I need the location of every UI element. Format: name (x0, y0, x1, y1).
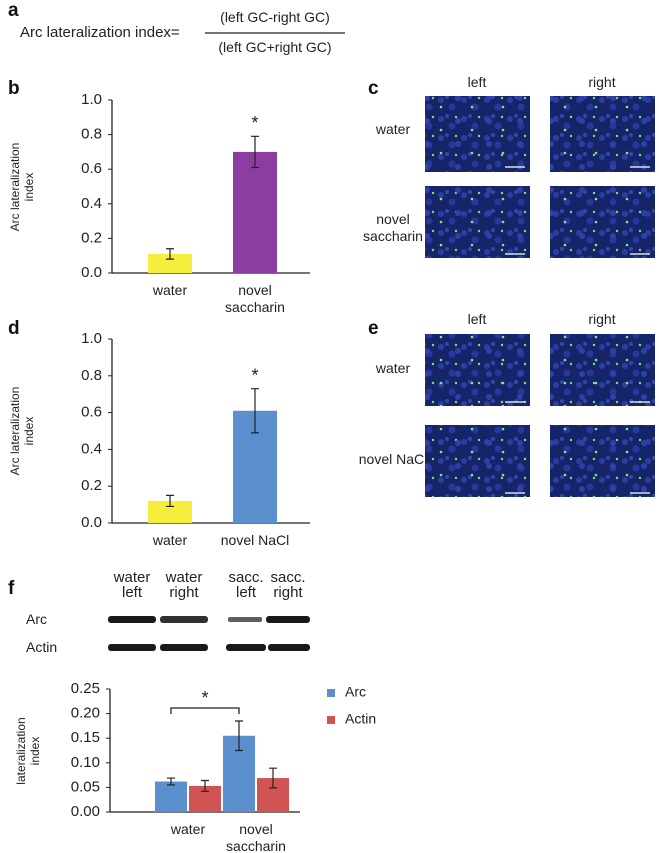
legend-swatch (327, 716, 335, 724)
panel-label: b (8, 78, 20, 99)
x-tick-label: water (152, 282, 188, 298)
error-bar (251, 135, 259, 169)
blot-row-label: Arc (26, 611, 47, 627)
bar (233, 151, 277, 273)
micrograph (550, 186, 655, 258)
formula-lhs: Arc lateralization index= (20, 24, 180, 41)
y-tick-label: 0.0 (81, 514, 102, 531)
x-tick-label: novel saccharin (226, 821, 286, 853)
error-bar (167, 777, 175, 786)
blot-column-label: water right (165, 569, 203, 601)
bar (148, 253, 192, 273)
significance-marker: * (251, 365, 258, 385)
y-tick-label: 0.4 (81, 195, 102, 212)
y-tick-label: 0.8 (81, 126, 102, 143)
y-axis-label: Arc lateralization index (8, 142, 36, 231)
y-tick-label: 1.0 (81, 91, 102, 108)
formula-denominator: (left GC+right GC) (218, 39, 332, 55)
micrograph (425, 96, 530, 172)
y-tick-label: 0.0 (81, 264, 102, 281)
x-tick-label: water (152, 532, 188, 548)
blot-band (226, 644, 266, 651)
y-axis-label: Arc lateralization index (8, 386, 36, 476)
x-tick-label: novel NaCl (220, 532, 290, 548)
y-tick-label: 0.05 (71, 778, 100, 795)
micrograph (550, 334, 655, 406)
panel-label: d (8, 318, 20, 339)
significance-marker: * (201, 688, 208, 708)
image-row-label: novel NaCl (358, 451, 428, 467)
micrograph (425, 334, 530, 406)
y-axis-label: lateralization index (14, 716, 42, 785)
error-bar (235, 720, 243, 752)
micrograph (425, 186, 530, 258)
western-blot (108, 616, 310, 651)
y-tick-label: 0.4 (81, 440, 102, 457)
panel-label: e (368, 318, 379, 339)
x-tick-label: novel saccharin (225, 282, 285, 315)
y-tick-label: 0.8 (81, 367, 102, 384)
blot-column-label: sacc. left (228, 569, 264, 601)
image-column-label: left (467, 74, 487, 90)
micrograph (425, 425, 530, 497)
legend-label: Actin (345, 711, 376, 727)
image-column-label: right (588, 74, 616, 90)
micrograph (550, 425, 655, 497)
y-tick-label: 0.6 (81, 160, 102, 177)
y-tick-label: 0.20 (71, 705, 100, 722)
image-column-label: right (588, 311, 616, 327)
image-column-label: left (467, 311, 487, 327)
image-row-label: water (375, 121, 411, 137)
blot-band (228, 617, 262, 622)
y-tick-label: 0.2 (81, 229, 102, 246)
y-tick-label: 0.15 (71, 729, 100, 746)
error-bar (166, 248, 174, 260)
error-bar (201, 779, 209, 792)
blot-row-label: Actin (26, 639, 58, 655)
legend-label: Arc (345, 684, 366, 700)
blot-band (160, 616, 208, 623)
y-tick-label: 0.2 (81, 477, 102, 494)
blot-band (268, 644, 310, 651)
image-row-label: novel saccharin (363, 211, 423, 244)
y-tick-label: 0.10 (71, 754, 100, 771)
panel-label: f (8, 578, 15, 599)
y-tick-label: 0.00 (71, 803, 100, 820)
x-tick-label: water (170, 821, 206, 837)
bar (148, 500, 192, 523)
significance-marker: * (251, 113, 258, 133)
bar (155, 781, 187, 812)
blot-band (108, 644, 156, 651)
blot-column-label: sacc. right (270, 569, 306, 601)
error-bar (251, 388, 259, 434)
error-bar (166, 494, 174, 508)
blot-band (160, 644, 208, 651)
panel-label: a (8, 0, 19, 21)
image-row-label: water (375, 360, 411, 376)
y-tick-label: 1.0 (81, 330, 102, 347)
micrographs (425, 96, 655, 497)
panel-label: c (368, 78, 379, 99)
error-bar (269, 767, 277, 789)
formula-numerator: (left GC-right GC) (220, 9, 330, 25)
blot-band (266, 616, 310, 623)
blot-band (108, 616, 156, 623)
legend-swatch (327, 689, 335, 697)
y-tick-label: 0.25 (71, 680, 100, 697)
significance-bracket (170, 707, 240, 714)
y-tick-label: 0.6 (81, 404, 102, 421)
micrograph (550, 96, 655, 172)
blot-column-label: water left (113, 569, 151, 601)
